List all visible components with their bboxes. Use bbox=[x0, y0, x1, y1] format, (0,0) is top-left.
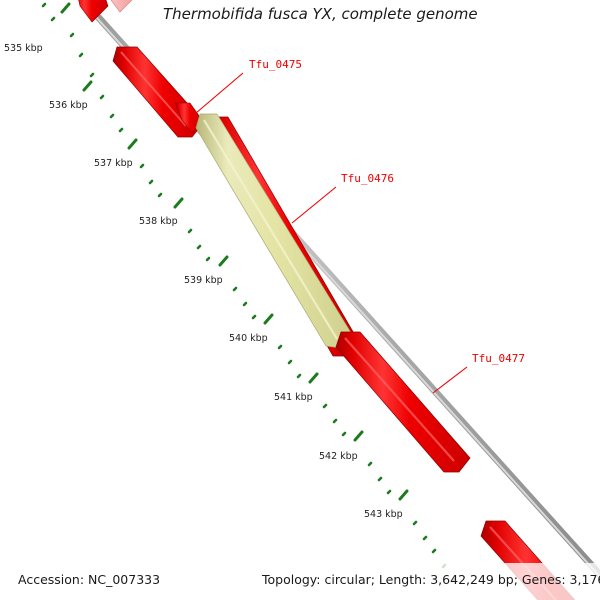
gene-label-group-tfu-0476[interactable]: Tfu_0476 bbox=[291, 172, 394, 224]
tick-label: 535 kbp bbox=[4, 43, 43, 54]
gene-arrow-tfu-0474[interactable] bbox=[100, 0, 136, 13]
gene-label-group-tfu-0477[interactable]: Tfu_0477 bbox=[432, 352, 525, 394]
gene-arrow-tfu-0473[interactable] bbox=[72, 0, 109, 23]
tick-label: 538 kbp bbox=[139, 216, 178, 227]
accession-text: Accession: NC_007333 bbox=[18, 572, 160, 587]
ruler-tick-labels: 535 kbp 536 kbp 537 kbp 538 kbp 539 kbp … bbox=[4, 43, 403, 520]
gene-label-group-tfu-0475[interactable]: Tfu_0475 bbox=[188, 58, 302, 120]
tick-label: 541 kbp bbox=[274, 392, 313, 403]
ruler-ticks bbox=[41, 2, 456, 583]
tick-label: 540 kbp bbox=[229, 333, 268, 344]
footer-background bbox=[0, 563, 600, 600]
gene-label-tfu-0476[interactable]: Tfu_0476 bbox=[341, 172, 394, 185]
tick-label: 543 kbp bbox=[364, 509, 403, 520]
gene-label-tfu-0475[interactable]: Tfu_0475 bbox=[249, 58, 302, 71]
page-title: Thermobifida fusca YX, complete genome bbox=[163, 5, 478, 23]
tick-label: 537 kbp bbox=[94, 158, 133, 169]
tick-label: 539 kbp bbox=[184, 275, 223, 286]
gene-arrow-tfu-0477[interactable] bbox=[335, 331, 471, 473]
gene-label-tfu-0477[interactable]: Tfu_0477 bbox=[472, 352, 525, 365]
gene-arrow-tfu-0476[interactable] bbox=[195, 113, 354, 349]
genome-stats-text: Topology: circular; Length: 3,642,249 bp… bbox=[261, 572, 600, 587]
tick-label: 536 kbp bbox=[49, 100, 88, 111]
tick-label: 542 kbp bbox=[319, 451, 358, 462]
